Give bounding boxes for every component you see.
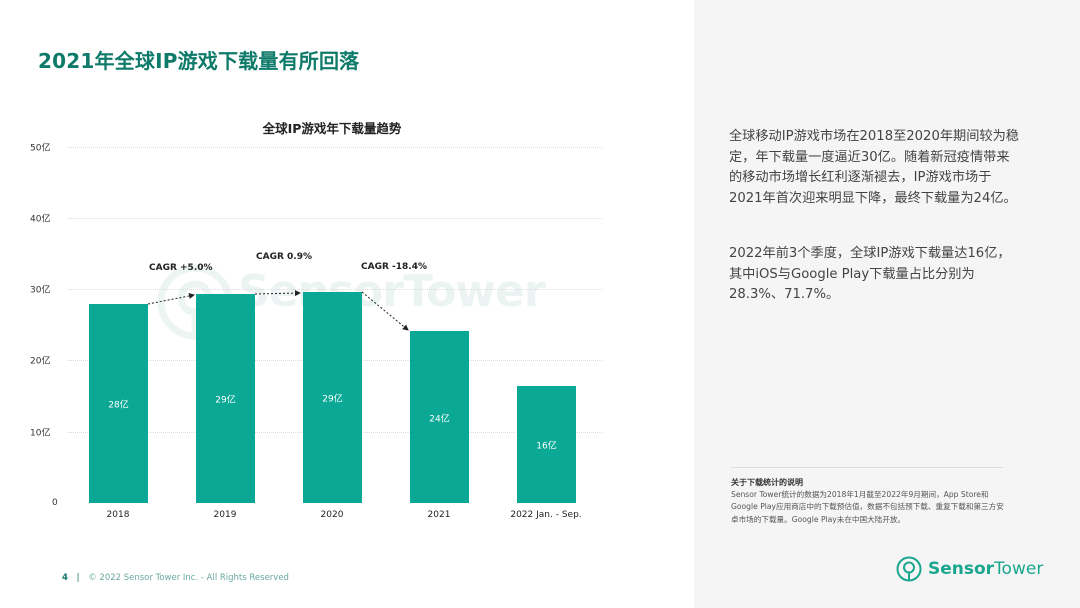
y-tick-label: 50亿 <box>30 143 51 154</box>
bar-2019 <box>196 294 255 503</box>
watermark-text: SensorTower <box>238 266 546 317</box>
page-number: 4 <box>62 573 68 583</box>
y-tick-label: 10亿 <box>30 428 51 439</box>
y-tick-label: 40亿 <box>30 214 51 225</box>
bar-2020 <box>303 292 362 503</box>
note-divider <box>731 467 1003 468</box>
bar-value-label: 28亿 <box>108 400 129 411</box>
cagr-annotation: CAGR -18.4% <box>361 262 427 272</box>
bar-value-label: 29亿 <box>215 395 236 406</box>
x-tick-label: 2022 Jan. - Sep. <box>510 510 582 520</box>
summary-paragraph: 2022年前3个季度，全球IP游戏下载量达16亿，其中iOS与Google Pl… <box>729 246 1011 302</box>
bar-value-label: 16亿 <box>536 441 557 452</box>
note-text: Sensor Tower统计的数据为2018年1月截至2022年9月期间，App… <box>731 490 1004 524</box>
cagr-annotation: CAGR +5.0% <box>149 263 213 273</box>
x-tick-label: 2020 <box>320 510 344 520</box>
x-tick-label: 2018 <box>106 510 130 520</box>
bar-value-label: 24亿 <box>429 414 450 425</box>
bar-value-label: 29亿 <box>322 394 343 405</box>
footer: 4 | © 2022 Sensor Tower Inc. - All Right… <box>62 573 289 583</box>
sidebar-panel <box>694 0 1080 608</box>
gridline <box>68 218 602 219</box>
x-tick-label: 2021 <box>427 510 451 520</box>
sensor-tower-logo: SensorTower <box>896 556 1043 582</box>
y-tick-label: 30亿 <box>30 285 51 296</box>
summary-paragraph: 全球移动IP游戏市场在2018至2020年期间较为稳定，年下载量一度逼近30亿。… <box>729 129 1019 206</box>
y-tick-label: 0 <box>52 498 58 508</box>
y-tick-label: 20亿 <box>30 356 51 367</box>
cagr-annotation: CAGR 0.9% <box>256 252 312 262</box>
main-panel: 2021年全球IP游戏下载量有所回落 全球IP游戏年下载量趋势 SensorTo… <box>30 49 602 583</box>
bar-2018 <box>89 304 148 503</box>
cagr-arrows <box>147 290 409 331</box>
bar-2021 <box>410 331 469 503</box>
gridline <box>68 147 602 148</box>
gridline <box>68 289 602 290</box>
copyright-text: © 2022 Sensor Tower Inc. - All Rights Re… <box>88 573 289 583</box>
logo-text: SensorTower <box>928 559 1044 579</box>
footer-separator: | <box>76 573 80 583</box>
bar-2022 <box>517 386 576 503</box>
page-title: 2021年全球IP游戏下载量有所回落 <box>38 49 360 73</box>
sensor-tower-logo-icon <box>896 556 922 582</box>
chart-title: 全球IP游戏年下载量趋势 <box>262 121 402 136</box>
x-tick-label: 2019 <box>213 510 237 520</box>
note-title: 关于下载统计的说明 <box>731 478 803 487</box>
